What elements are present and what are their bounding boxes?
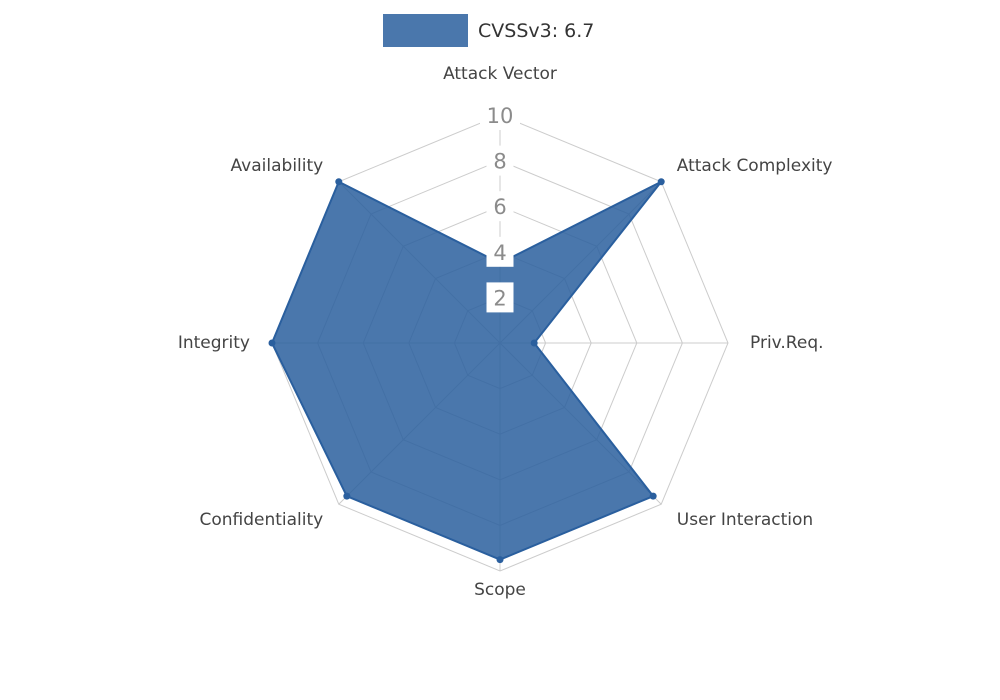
tick-backdrop	[486, 145, 514, 176]
axis-label-scope: Scope	[474, 580, 526, 600]
tick-label-10: 10	[487, 104, 514, 128]
data-point	[649, 492, 657, 500]
tick-backdrop	[480, 100, 520, 130]
tick-backdrop	[486, 282, 514, 313]
tick-label-6: 6	[493, 195, 506, 219]
axis-label-priv-req: Priv.Req.	[750, 333, 824, 353]
data-point	[496, 556, 504, 564]
tick-label-2: 2	[493, 286, 506, 310]
axis-label-user-interaction: User Interaction	[677, 510, 813, 530]
data-point	[335, 178, 343, 186]
tick-backdrop	[486, 191, 514, 222]
tick-label-8: 8	[493, 150, 506, 174]
data-point	[530, 339, 538, 347]
legend-label: CVSSv3: 6.7	[478, 19, 595, 42]
axis-label-confidentiality: Confidentiality	[199, 510, 323, 530]
axis-label-availability: Availability	[231, 156, 324, 176]
legend[interactable]: CVSSv3: 6.7	[383, 14, 594, 47]
data-point	[343, 492, 351, 500]
axis-label-attack-complexity: Attack Complexity	[677, 156, 833, 176]
tick-backdrop	[486, 236, 514, 267]
axis-label-attack-vector: Attack Vector	[443, 64, 557, 84]
data-point	[268, 339, 276, 347]
legend-swatch	[383, 14, 468, 47]
tick-label-4: 4	[493, 241, 506, 265]
data-point	[657, 178, 665, 186]
axis-label-integrity: Integrity	[178, 333, 250, 353]
radar-series-polygon	[271, 180, 663, 561]
